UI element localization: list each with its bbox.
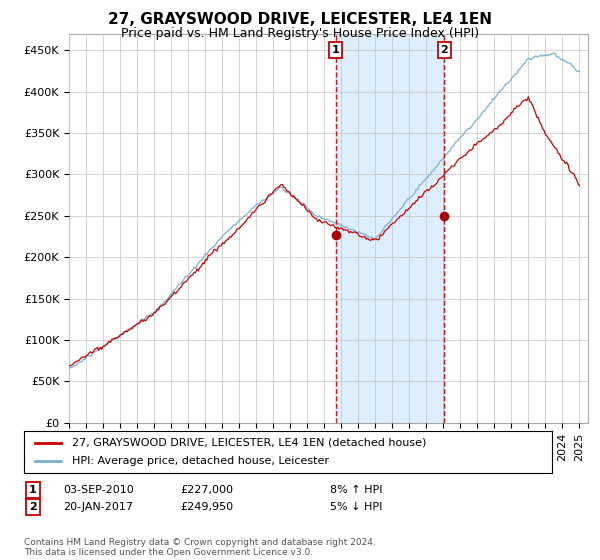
- Text: 1: 1: [332, 45, 340, 55]
- Text: 2: 2: [29, 502, 37, 512]
- Text: Contains HM Land Registry data © Crown copyright and database right 2024.
This d: Contains HM Land Registry data © Crown c…: [24, 538, 376, 557]
- Text: 27, GRAYSWOOD DRIVE, LEICESTER, LE4 1EN (detached house): 27, GRAYSWOOD DRIVE, LEICESTER, LE4 1EN …: [71, 438, 426, 448]
- Text: HPI: Average price, detached house, Leicester: HPI: Average price, detached house, Leic…: [71, 456, 329, 466]
- Text: 1: 1: [29, 485, 37, 495]
- Text: 03-SEP-2010: 03-SEP-2010: [63, 485, 134, 495]
- Text: 8% ↑ HPI: 8% ↑ HPI: [330, 485, 383, 495]
- Text: 20-JAN-2017: 20-JAN-2017: [63, 502, 133, 512]
- Text: 27, GRAYSWOOD DRIVE, LEICESTER, LE4 1EN: 27, GRAYSWOOD DRIVE, LEICESTER, LE4 1EN: [108, 12, 492, 27]
- Text: £227,000: £227,000: [180, 485, 233, 495]
- Text: 2: 2: [440, 45, 448, 55]
- Text: £249,950: £249,950: [180, 502, 233, 512]
- Bar: [335, 34, 444, 423]
- Text: 5% ↓ HPI: 5% ↓ HPI: [330, 502, 382, 512]
- Text: Price paid vs. HM Land Registry's House Price Index (HPI): Price paid vs. HM Land Registry's House …: [121, 27, 479, 40]
